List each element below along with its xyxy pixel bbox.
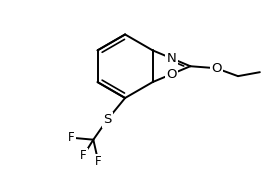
Text: S: S (103, 113, 112, 126)
Text: O: O (166, 68, 177, 81)
Text: F: F (68, 131, 75, 144)
Text: O: O (211, 62, 221, 75)
Text: F: F (80, 149, 87, 162)
Text: N: N (167, 52, 176, 65)
Text: F: F (95, 155, 102, 168)
